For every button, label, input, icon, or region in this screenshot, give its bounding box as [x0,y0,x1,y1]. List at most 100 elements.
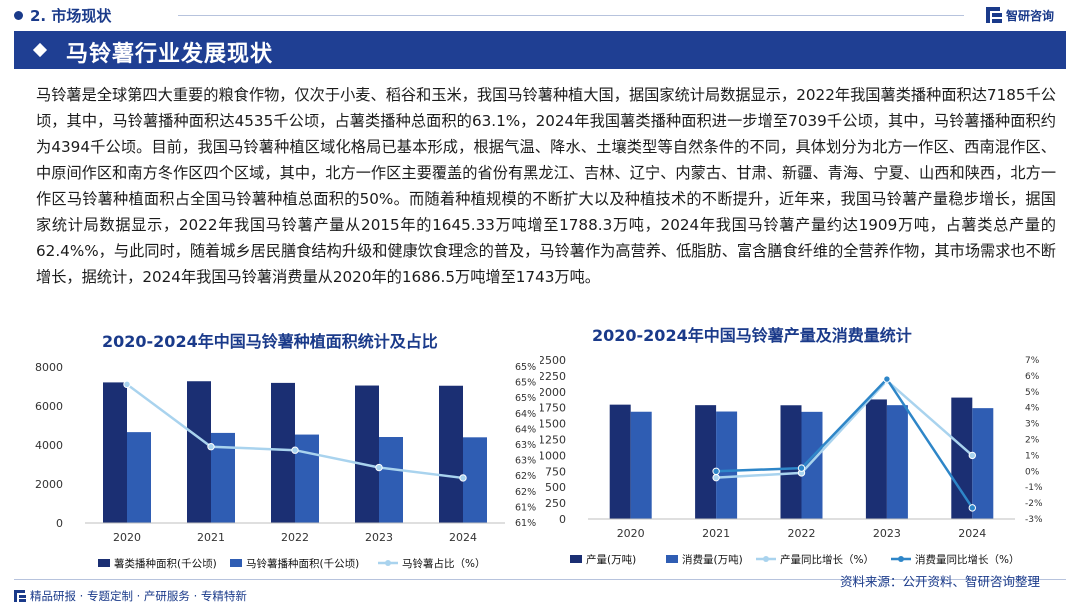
footer-services-text: 精品研报 · 专题定制 · 产研服务 · 专精特新 [30,589,247,603]
y-right-tick-label: -2% [1025,499,1043,509]
footer-divider [14,579,1066,580]
legend-item: 马铃薯播种面积(千公顷) [230,557,359,570]
section-bullet-icon [14,11,23,20]
line-point [968,451,976,460]
body-paragraph: 马铃薯是全球第四大重要的粮食作物，仅次于小麦、稻谷和玉米，我国马铃薯种植大国，据… [36,86,1056,286]
title-band: 马铃薯行业发展现状 [14,31,1066,69]
brand-mark-icon [986,7,1002,23]
y-left-tick-label: 1750 [540,402,566,415]
line-point [123,380,131,389]
legend-marker [898,556,904,562]
legend-item: 薯类播种面积(千公顷) [98,557,217,570]
legend-label: 薯类播种面积(千公顷) [114,557,217,570]
y-right-tick-label: 1% [1025,451,1040,461]
line-point [207,443,215,451]
y-right-tick-label: 61% [515,502,536,513]
y-right-tick-label: 62% [515,471,536,482]
legend-swatch [666,555,678,563]
legend-label: 产量(万吨) [586,553,636,566]
y-left-tick-label: 250 [545,497,566,510]
line-point [712,467,720,476]
x-tick-label: 2024 [958,527,986,540]
bar-secondary [379,437,403,523]
chart1-area-share: 0 2000 4000 6000 8000 61% 61% 62% 62% 63% 63% 64% 64… [35,361,536,570]
line-point [712,473,720,482]
y-left-tick-label: 2500 [540,354,566,367]
line-point [968,504,976,512]
legend-item: 消费量(万吨) [666,553,743,566]
y-left-tick-label: 1000 [540,449,566,462]
legend-marker [385,560,391,566]
line-point [375,463,383,472]
legend-item: 马铃薯占比（%） [378,557,485,570]
chart1-title: 2020-2024年中国马铃薯种植面积统计及占比 [102,332,438,351]
y-left-tick-label: 8000 [35,361,63,374]
legend-label: 产量同比增长（%） [780,553,874,566]
legend-item: 产量(万吨) [570,553,636,566]
y-left-tick-label: 1250 [540,434,566,447]
line-point [883,375,891,383]
chart2-title: 2020-2024年中国马铃薯产量及消费量统计 [592,326,912,345]
legend-label: 马铃薯占比（%） [402,557,485,570]
y-right-tick-label: 2% [1025,436,1040,446]
section-label: 2. 市场现状 [30,7,112,25]
y-left-tick-label: 750 [545,465,566,478]
bar-primary [865,399,887,519]
bar-primary [187,381,211,523]
diamond-icon [32,42,48,58]
header-divider [178,15,964,16]
y-left-tick-label: 2250 [540,370,566,383]
y-left-tick-label: 500 [545,481,566,494]
brand-logo: 智研咨询 [986,6,1054,24]
y-right-tick-label: 3% [1025,420,1040,430]
x-tick-label: 2024 [449,531,477,544]
legend-item: 消费量同比增长（%） [891,553,1019,566]
bar-secondary [630,411,652,519]
x-tick-label: 2020 [113,531,141,544]
y-left-tick-label: 0 [559,513,566,526]
y-left-tick-label: 2000 [35,478,63,491]
y-right-tick-label: 61% [515,518,536,529]
y-right-tick-label: 0% [1025,467,1040,477]
page-title: 马铃薯行业发展现状 [66,42,274,67]
bar-primary [695,405,717,519]
bar-primary [355,385,379,523]
legend-swatch [570,555,582,563]
x-tick-label: 2021 [197,531,225,544]
source-note: 资料来源：公开资料、智研咨询整理 [839,574,1040,589]
legend-label: 消费量(万吨) [682,553,743,566]
x-tick-label: 2022 [281,531,309,544]
y-right-tick-label: 65% [515,393,536,404]
x-tick-label: 2022 [788,527,816,540]
y-right-tick-label: -1% [1025,483,1043,493]
series-line [716,377,974,509]
y-right-tick-label: 64% [515,424,536,435]
y-right-tick-label: 62% [515,487,536,498]
footer-services: 精品研报 · 专题定制 · 产研服务 · 专精特新 [14,588,247,604]
y-left-tick-label: 0 [56,517,63,530]
legend-swatch [230,559,242,567]
bar-secondary [295,434,319,523]
bar-primary [271,382,295,523]
y-left-tick-label: 6000 [35,400,63,413]
y-left-tick-label: 1500 [540,418,566,431]
legend-marker [763,556,769,562]
x-tick-label: 2021 [702,527,730,540]
x-tick-label: 2023 [365,531,393,544]
y-right-tick-label: 6% [1025,372,1040,382]
line-point [459,474,467,482]
chart2-output-consumption: 0 250 500 750 1000 1250 1500 1750 2000 2250 2500 -3… [540,354,1043,566]
y-right-tick-label: -3% [1025,515,1043,525]
y-right-tick-label: 5% [1025,388,1040,398]
y-right-tick-label: 63% [515,440,536,451]
y-right-tick-label: 63% [515,456,536,467]
line-point [797,464,806,472]
bar-secondary [463,437,487,523]
legend-item: 产量同比增长（%） [756,553,874,566]
bar-secondary [716,411,738,519]
y-right-tick-label: 4% [1025,404,1040,414]
bar-primary [780,405,802,519]
bar-secondary [801,411,823,519]
legend-label: 消费量同比增长（%） [915,553,1019,566]
y-right-tick-label: 65% [515,362,536,373]
